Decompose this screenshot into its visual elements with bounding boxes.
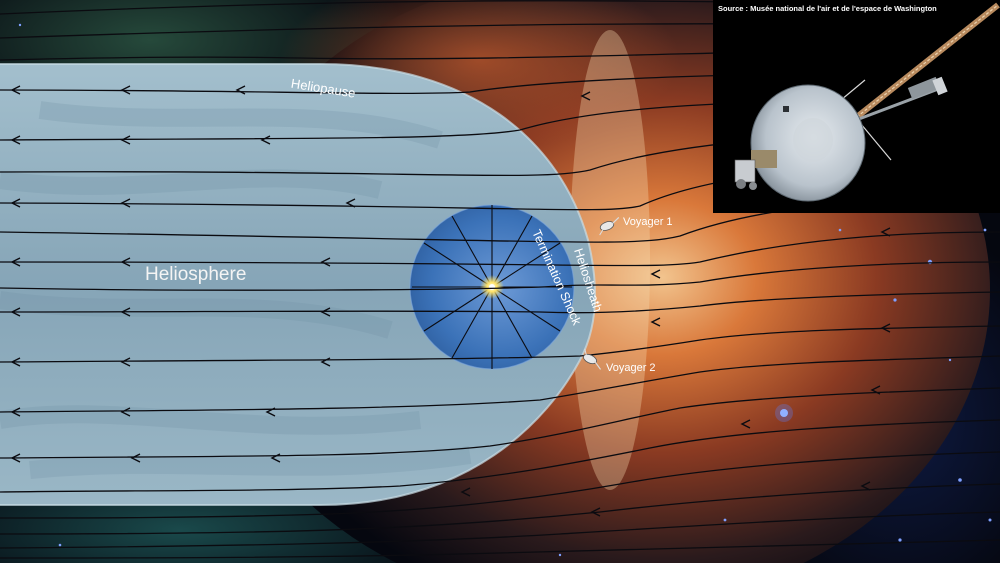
- sun: [489, 284, 495, 290]
- heliopause-boundary: [0, 63, 596, 506]
- voyager-2-spacecraft-icon: [583, 348, 602, 370]
- nebula-bright-band: [570, 30, 650, 490]
- voyager-spacecraft-illustration: [734, 2, 1000, 202]
- inset-source-caption: Source : Musée national de l'air et de l…: [718, 4, 937, 13]
- field-line-arrows: [10, 67, 891, 517]
- solar-wind-radials: [412, 205, 572, 369]
- label-voyager-2: Voyager 2: [606, 362, 656, 374]
- label-heliosphere: Heliosphere: [145, 264, 246, 285]
- voyager-1-spacecraft-icon: [599, 217, 620, 236]
- voyager-photo-inset: Source : Musée national de l'air et de l…: [713, 0, 1000, 213]
- heliosphere-texture: [0, 101, 472, 479]
- label-voyager-1: Voyager 1: [623, 216, 673, 228]
